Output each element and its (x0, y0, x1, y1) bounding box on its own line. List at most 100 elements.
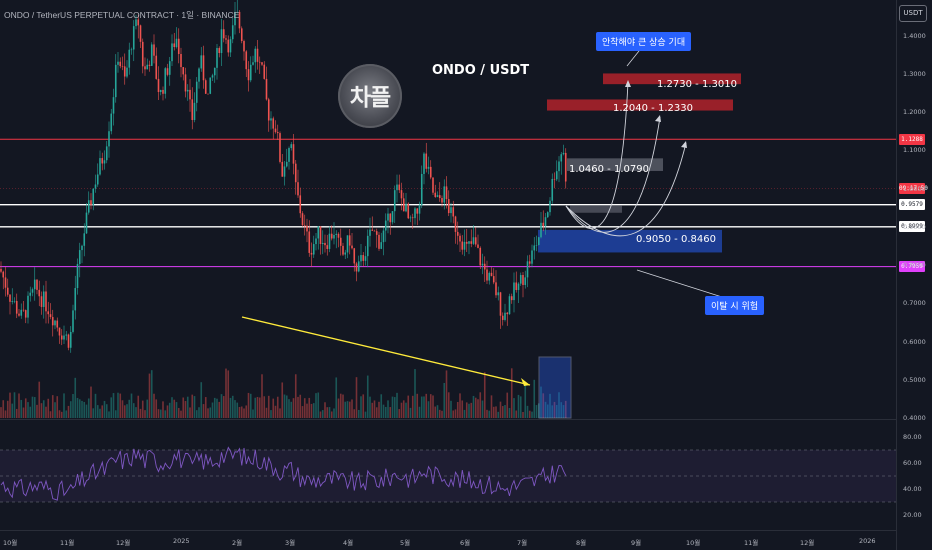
rsi-tick-label: 40.00 (903, 485, 922, 493)
candle-body (128, 49, 131, 68)
candle-body (310, 252, 313, 255)
volume-bar (357, 409, 360, 418)
volume-bar (270, 410, 272, 418)
gray-zone-small (570, 205, 622, 213)
volume-bar (346, 401, 349, 418)
candle-body (263, 64, 266, 79)
volume-bar (110, 397, 113, 418)
volume-bar (319, 411, 322, 418)
volume-bar (378, 401, 380, 418)
volume-bar (166, 405, 169, 418)
candle-body (495, 282, 497, 296)
volume-bar (310, 403, 313, 418)
candle-body (249, 64, 252, 81)
candle-body (236, 11, 239, 13)
candle-body (540, 222, 542, 238)
x-tick-label: 10월 (686, 539, 701, 547)
candle-body (301, 213, 304, 226)
candle-body (99, 158, 101, 175)
candle-body (351, 245, 353, 249)
candle-body (252, 62, 254, 65)
x-tick-label: 10월 (3, 539, 18, 547)
candle-body (519, 275, 522, 284)
candle-body (515, 282, 518, 290)
candle-body (382, 230, 385, 243)
candle-body (360, 255, 362, 262)
volume-bar (348, 401, 351, 418)
volume-bar (123, 405, 126, 418)
volume-bar (292, 398, 295, 418)
volume-bar (463, 409, 466, 418)
candle-body (504, 312, 506, 320)
candle-body (560, 154, 563, 162)
y-tick-label: 1.1000 (903, 146, 926, 155)
volume-bar (83, 401, 86, 418)
candle-body (319, 226, 322, 245)
volume-bar (445, 370, 448, 418)
volume-bar (117, 392, 119, 418)
candle-body (96, 174, 99, 185)
candle-body (60, 335, 63, 340)
volume-bar (294, 374, 297, 418)
arrowhead-2 (655, 115, 661, 122)
candle-body (524, 277, 527, 285)
candle-body (276, 132, 279, 134)
candle-body (200, 55, 203, 69)
rsi-tick-label: 60.00 (903, 459, 922, 467)
candle-body (425, 153, 428, 169)
volume-bar (198, 407, 200, 418)
volume-bar (148, 373, 151, 418)
volume-bar (436, 405, 439, 418)
candle-body (198, 68, 200, 82)
volume-bar (373, 400, 376, 418)
volume-bar (454, 409, 457, 418)
candle-body (447, 199, 450, 214)
volume-bar (20, 399, 23, 418)
volume-bar (499, 401, 502, 418)
volume-bar (173, 399, 176, 418)
volume-bar (391, 396, 394, 418)
candle-body (474, 237, 477, 245)
candle-body (429, 166, 432, 178)
volume-bar (159, 409, 162, 418)
candle-body (306, 225, 308, 232)
volume-bar (18, 393, 20, 418)
y-tick-label: 1.0000 (903, 184, 926, 193)
volume-bar (130, 393, 133, 418)
candle-body (330, 233, 333, 239)
note-risk: 이탈 시 위험 (705, 296, 765, 315)
candle-body (427, 166, 430, 169)
candle-body (254, 48, 257, 63)
candle-body (114, 64, 117, 98)
candle-body (288, 148, 290, 162)
candle-body (344, 252, 347, 255)
candle-body (31, 289, 34, 293)
candle-body (380, 242, 383, 249)
candle-body (83, 233, 86, 246)
candle-body (270, 118, 272, 121)
candle-body (123, 66, 126, 77)
volume-bar (36, 404, 38, 418)
x-tick-label: 7월 (517, 539, 528, 547)
candle-body (146, 64, 149, 70)
candle-body (15, 300, 18, 314)
logo-text: 차플 (349, 85, 391, 111)
candle-body (438, 195, 441, 199)
candle-body (362, 255, 365, 261)
volume-bar (369, 396, 371, 418)
volume-bar (11, 403, 14, 418)
volume-bar (272, 398, 275, 418)
volume-bar (231, 395, 234, 418)
candle-body (195, 81, 198, 103)
volume-bar (400, 402, 403, 418)
target-zone-top-label: 1.2730 - 1.3010 (657, 79, 737, 90)
currency-button[interactable]: USDT (899, 5, 927, 22)
y-tick-label: 0.5000 (903, 375, 926, 384)
candle-body (508, 296, 511, 315)
candle-body (261, 62, 263, 65)
y-tick-label: 0.7000 (903, 299, 926, 308)
volume-bar (540, 386, 542, 418)
volume-bar (495, 406, 497, 418)
candle-body (346, 235, 349, 253)
volume-bar (380, 394, 383, 418)
